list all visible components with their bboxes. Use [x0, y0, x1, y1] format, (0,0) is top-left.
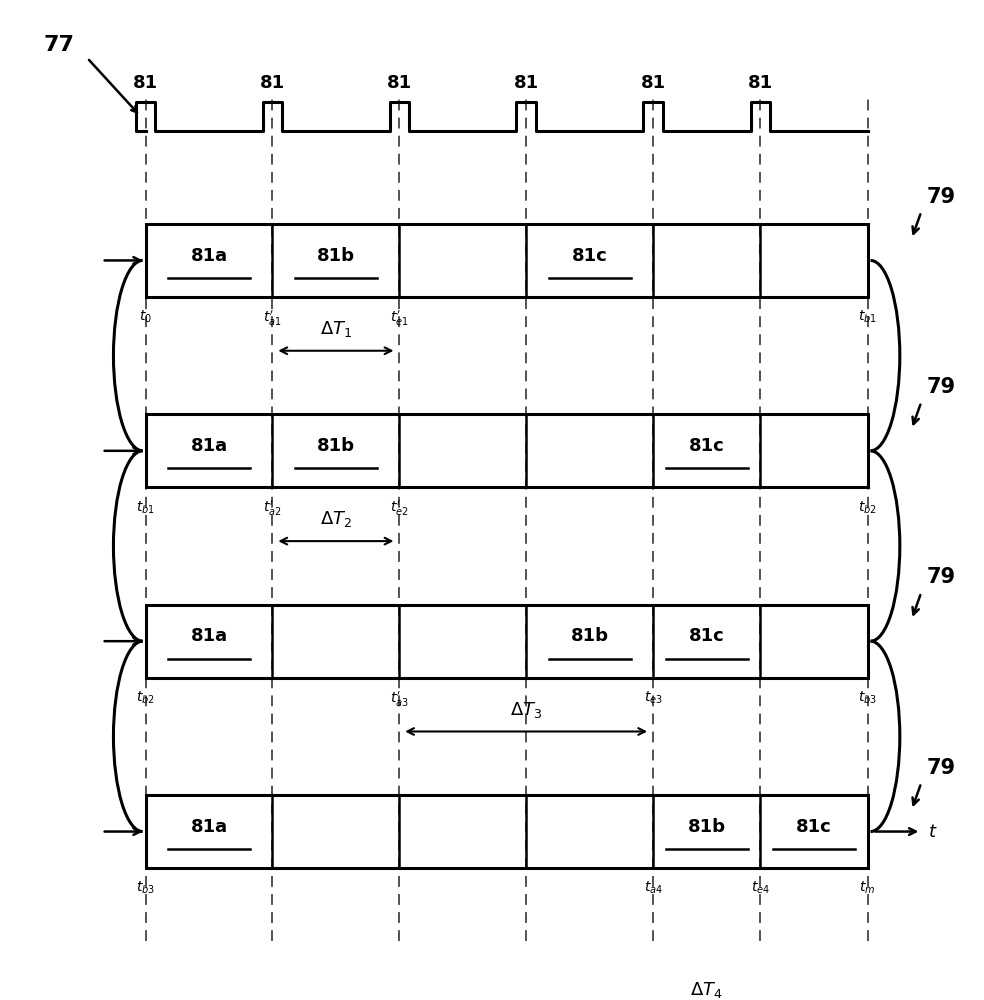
- Text: 81a: 81a: [191, 627, 227, 645]
- Text: 77: 77: [43, 35, 74, 55]
- Text: 81: 81: [514, 74, 538, 92]
- Text: $t_{b2}$: $t_{b2}$: [136, 690, 155, 706]
- Text: 81b: 81b: [317, 437, 355, 455]
- Text: $t^{\prime}_{a1}$: $t^{\prime}_{a1}$: [263, 309, 281, 328]
- Text: $t_{b1}$: $t_{b1}$: [136, 499, 155, 516]
- Text: $t_{e4}$: $t_{e4}$: [751, 880, 769, 896]
- Text: 81c: 81c: [689, 437, 724, 455]
- Text: $t_{m}$: $t_{m}$: [859, 880, 876, 896]
- Text: $t_{b2}$: $t_{b2}$: [858, 499, 877, 516]
- Text: $t_{e3}$: $t_{e3}$: [644, 690, 662, 706]
- Text: 81a: 81a: [191, 247, 227, 265]
- Text: 81: 81: [260, 74, 285, 92]
- Text: 81: 81: [133, 74, 158, 92]
- Text: 81: 81: [387, 74, 412, 92]
- Text: 81a: 81a: [191, 818, 227, 836]
- Text: 81: 81: [641, 74, 665, 92]
- Text: $\Delta T_{2}$: $\Delta T_{2}$: [320, 509, 352, 529]
- Text: $t$: $t$: [928, 823, 938, 841]
- Text: $\Delta T_{1}$: $\Delta T_{1}$: [320, 319, 352, 339]
- Text: 81b: 81b: [688, 818, 725, 836]
- Text: $t^{\prime}_{e1}$: $t^{\prime}_{e1}$: [390, 309, 408, 328]
- Text: $\Delta T_{3}$: $\Delta T_{3}$: [510, 700, 542, 720]
- Text: 79: 79: [926, 377, 955, 397]
- Text: 79: 79: [926, 758, 955, 778]
- Text: 79: 79: [926, 567, 955, 587]
- Text: $t^{\prime}_{a2}$: $t^{\prime}_{a2}$: [263, 499, 281, 518]
- Bar: [146, 795, 868, 868]
- Text: $\Delta T_{4}$: $\Delta T_{4}$: [691, 980, 723, 1000]
- Bar: [146, 224, 868, 297]
- Text: 81c: 81c: [796, 818, 831, 836]
- Text: 81b: 81b: [317, 247, 355, 265]
- Text: $t_{b1}$: $t_{b1}$: [858, 309, 877, 325]
- Text: $t_{b3}$: $t_{b3}$: [858, 690, 877, 706]
- Bar: [146, 414, 868, 487]
- Text: $t^{\prime}_{e2}$: $t^{\prime}_{e2}$: [390, 499, 408, 518]
- Text: $t_{a4}$: $t_{a4}$: [644, 880, 662, 896]
- Bar: [146, 605, 868, 678]
- Text: $t_{b3}$: $t_{b3}$: [136, 880, 155, 896]
- Text: 81c: 81c: [572, 247, 607, 265]
- Text: 79: 79: [926, 187, 955, 207]
- Text: 81c: 81c: [689, 627, 724, 645]
- Text: 81b: 81b: [571, 627, 608, 645]
- Text: $t^{\prime}_{a3}$: $t^{\prime}_{a3}$: [390, 690, 408, 709]
- Text: 81: 81: [748, 74, 772, 92]
- Text: 81a: 81a: [191, 437, 227, 455]
- Text: $t_{0}$: $t_{0}$: [139, 309, 153, 325]
